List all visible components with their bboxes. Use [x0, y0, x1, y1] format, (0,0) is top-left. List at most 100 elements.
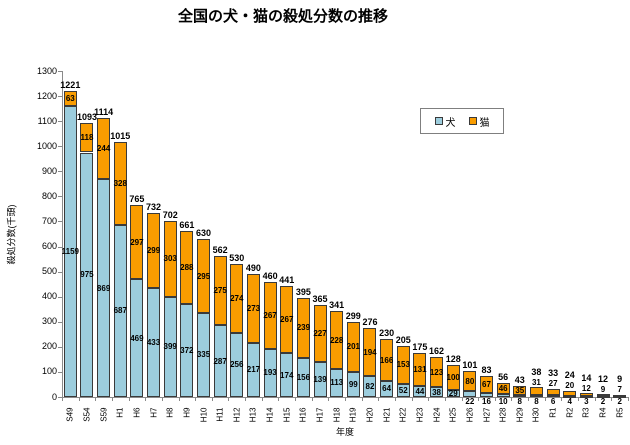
- x-axis-tick-label-H24: H24: [432, 407, 442, 422]
- bar-segment-cat-H11: [213, 256, 227, 326]
- bar-segment-dog-H28: [496, 394, 510, 397]
- value-label-cat-R3: 12: [581, 383, 591, 393]
- y-axis-tick-label: 1000: [36, 140, 57, 151]
- bar-segment-cat-H18: [330, 311, 344, 369]
- bar-segment-dog-H14: [263, 348, 277, 397]
- x-axis-tick-mark: [561, 398, 563, 401]
- value-label-cat-H14: 267: [263, 310, 277, 320]
- value-label-cat-H27: 67: [482, 380, 491, 390]
- x-axis-tick-label-R4: R4: [598, 407, 608, 418]
- x-axis-tick-label-S59: S59: [99, 407, 109, 422]
- value-label-cat-S49: 63: [65, 93, 75, 103]
- x-axis-tick-label-R2: R2: [565, 407, 575, 418]
- y-axis-tick-label: 100: [41, 366, 57, 377]
- value-label-cat-H15: 267: [280, 315, 294, 325]
- bar-segment-cat-H6: [130, 204, 144, 280]
- value-label-dog-R1: 6: [550, 397, 556, 406]
- value-label-cat-H19: 201: [346, 342, 360, 352]
- bar-segment-cat-H7: [147, 213, 161, 289]
- bar-segment-dog-H24: [430, 387, 444, 397]
- total-label-H27: 83: [481, 365, 492, 376]
- value-label-cat-S59: 244: [96, 143, 111, 153]
- bar-segment-dog-S49: [63, 106, 77, 397]
- y-axis-tick-mark: [58, 221, 62, 223]
- bar-segment-cat-R1: [546, 388, 560, 396]
- bar-segment-dog-H15: [280, 353, 294, 397]
- x-axis-tick-mark: [195, 398, 197, 401]
- bar-segment-dog-R1: [546, 395, 560, 398]
- bar-segment-cat-H23: [413, 353, 427, 386]
- y-axis-tick-label: 1200: [36, 90, 57, 101]
- bar-segment-dog-H18: [330, 368, 344, 397]
- y-axis-tick-mark: [58, 346, 62, 348]
- total-label-H24: 162: [429, 345, 445, 356]
- value-label-cat-H11: 275: [213, 286, 227, 296]
- bar-segment-cat-H22: [396, 345, 410, 384]
- x-axis-tick-mark: [311, 398, 313, 401]
- bar-segment-dog-H20: [363, 376, 377, 397]
- x-axis-tick-label-H6: H6: [132, 407, 142, 418]
- x-axis-tick-label-H10: H10: [199, 407, 208, 422]
- bar-segment-cat-S59: [97, 117, 111, 180]
- x-axis-tick-label-H8: H8: [165, 407, 175, 418]
- total-label-H28: 56: [498, 371, 509, 382]
- value-label-cat-H21: 166: [379, 355, 394, 365]
- bar-segment-cat-S49: [63, 90, 77, 107]
- x-axis-tick-mark: [178, 398, 180, 401]
- value-label-dog-S54: 975: [80, 270, 94, 280]
- y-axis-tick-label: 600: [41, 241, 57, 252]
- x-axis-tick-label-H27: H27: [482, 407, 491, 422]
- x-axis-tick-mark: [328, 398, 330, 401]
- value-label-dog-H7: 433: [146, 338, 161, 348]
- bar-segment-dog-H25: [446, 389, 460, 397]
- bar-segment-cat-H12: [230, 264, 244, 333]
- x-axis-tick-label-H29: H29: [515, 407, 525, 422]
- x-axis-tick-label-H9: H9: [182, 407, 192, 418]
- bar-segment-cat-H27: [480, 376, 493, 393]
- bar-segment-cat-H13: [246, 274, 260, 343]
- bar-segment-dog-H9: [180, 303, 194, 397]
- y-axis-tick-label: 300: [41, 316, 57, 327]
- value-label-cat-H30: 31: [531, 377, 541, 387]
- bar-segment-cat-H24: [430, 356, 444, 388]
- x-axis-tick-mark: [361, 398, 363, 401]
- total-label-H13: 490: [245, 263, 261, 274]
- x-axis-tick-label-R3: R3: [581, 407, 591, 418]
- bar-segment-dog-R3: [579, 396, 593, 399]
- x-axis-tick-label-H30: H30: [531, 407, 541, 422]
- bar-segment-dog-H30: [529, 394, 543, 397]
- bar-segment-cat-S54: [80, 122, 94, 153]
- bar-segment-cat-H21: [380, 339, 394, 381]
- value-label-dog-H30: 8: [534, 397, 539, 406]
- x-axis-tick-label-H25: H25: [448, 407, 458, 422]
- y-axis-tick-mark: [58, 246, 62, 248]
- bar-segment-cat-R4: [596, 394, 610, 397]
- value-label-dog-H18: 113: [330, 378, 344, 388]
- bar-segment-cat-H15: [280, 286, 294, 354]
- bar-segment-cat-H17: [313, 305, 327, 363]
- value-label-cat-H29: 35: [515, 386, 525, 396]
- value-label-cat-H25: 100: [446, 372, 460, 382]
- bar-segment-dog-H21: [380, 380, 394, 397]
- x-axis-tick-label-H7: H7: [149, 407, 159, 418]
- value-label-dog-R2: 4: [567, 397, 572, 406]
- x-axis-tick-label-H14: H14: [265, 407, 275, 422]
- value-label-dog-H27: 16: [482, 397, 491, 406]
- y-axis-tick-mark: [58, 71, 62, 72]
- value-label-dog-S59: 869: [96, 283, 111, 293]
- value-label-cat-H13: 273: [246, 303, 261, 313]
- bar-segment-cat-H29: [513, 386, 527, 395]
- value-label-cat-H10: 295: [196, 271, 211, 281]
- bar-segment-dog-S59: [97, 179, 111, 397]
- y-axis-tick-mark: [58, 296, 62, 298]
- bar-segment-cat-H10: [197, 239, 210, 313]
- x-axis-tick-mark: [511, 398, 513, 401]
- value-label-dog-R5: 2: [617, 397, 622, 406]
- value-label-dog-H14: 193: [263, 368, 277, 378]
- x-axis-tick-label-H23: H23: [415, 407, 425, 422]
- x-axis-tick-label-H15: H15: [282, 407, 292, 422]
- x-axis-tick-mark: [161, 398, 163, 401]
- y-axis-tick-label: 1100: [37, 115, 57, 126]
